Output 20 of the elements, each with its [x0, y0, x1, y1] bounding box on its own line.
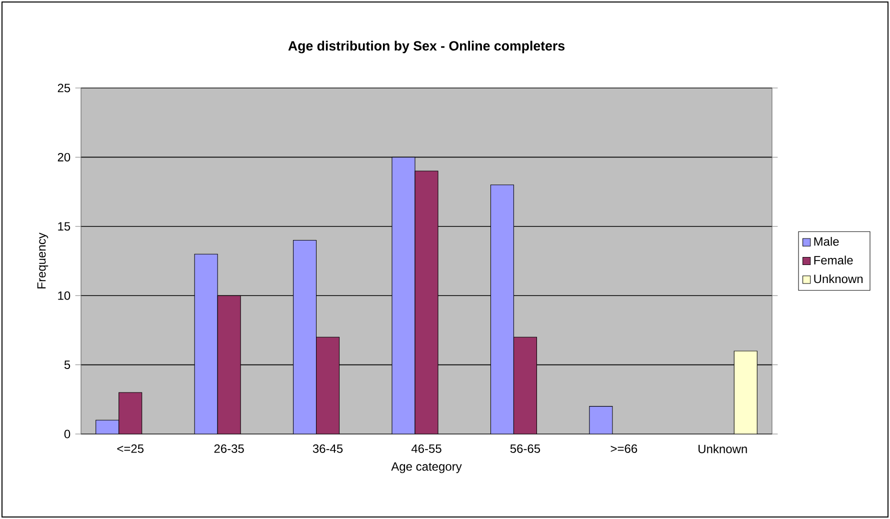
y-tick-label: 0 [64, 430, 70, 438]
legend-label: Unknown [814, 274, 863, 284]
x-tick-label: 26-35 [214, 444, 244, 453]
x-tick-label: <=25 [117, 444, 144, 453]
legend-label: Male [814, 236, 839, 246]
x-tick-label: 56-65 [510, 444, 540, 453]
y-tick-label: 25 [58, 84, 70, 92]
chart-title: Age distribution by Sex - Online completers [288, 40, 565, 54]
x-tick-label: >=66 [610, 444, 638, 453]
y-tick-label: 15 [58, 222, 70, 231]
x-tick-label: Unknown [698, 444, 747, 454]
x-tick-label: 46-55 [411, 444, 442, 453]
bar [589, 406, 613, 434]
y-tick-label: 5 [64, 360, 70, 369]
y-tick-label: 20 [58, 152, 70, 162]
x-tick-label: 36-45 [312, 444, 343, 453]
y-tick-label: 10 [58, 291, 70, 300]
x-axis-title: Age category [391, 462, 462, 474]
y-axis-title: Frequency [37, 232, 48, 288]
legend-label: Female [814, 256, 853, 264]
